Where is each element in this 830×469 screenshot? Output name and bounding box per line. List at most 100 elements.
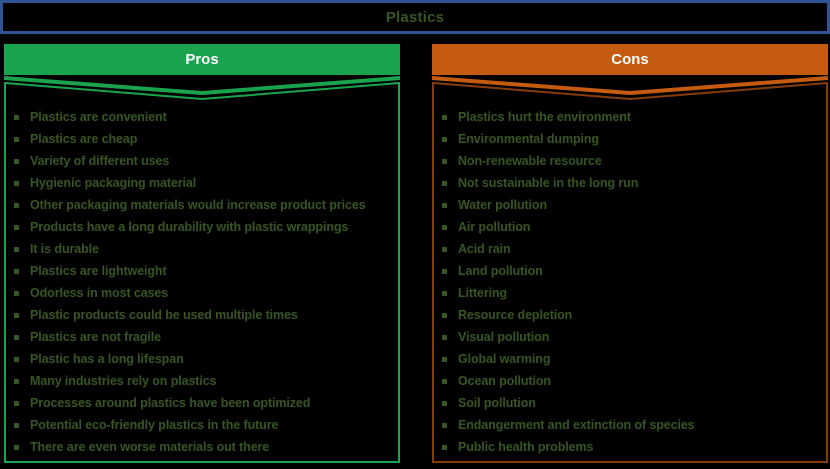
list-item-label: Potential eco-friendly plastics in the f… (30, 418, 279, 432)
list-item-label: Plastic has a long lifespan (30, 352, 184, 366)
list-item: Products have a long durability with pla… (4, 216, 400, 238)
square-bullet-icon (14, 422, 19, 428)
list-item: Odorless in most cases (4, 282, 400, 304)
list-item-label: Soil pollution (458, 396, 536, 410)
list-item-label: Ocean pollution (458, 374, 551, 388)
square-bullet-icon (442, 400, 447, 406)
square-bullet-icon (442, 136, 447, 142)
list-item: Public health problems (432, 436, 828, 458)
list-item: Potential eco-friendly plastics in the f… (4, 414, 400, 436)
square-bullet-icon (14, 246, 19, 252)
list-item-label: Plastics are cheap (30, 132, 138, 146)
list-item-label: Littering (458, 286, 508, 300)
square-bullet-icon (442, 202, 447, 208)
square-bullet-icon (442, 378, 447, 384)
list-item: Soil pollution (432, 392, 828, 414)
square-bullet-icon (14, 400, 19, 406)
list-item: Hygienic packaging material (4, 172, 400, 194)
list-item-label: Non-renewable resource (458, 154, 602, 168)
list-item: Visual pollution (432, 326, 828, 348)
square-bullet-icon (14, 312, 19, 318)
list-item: Variety of different uses (4, 150, 400, 172)
list-item-label: Land pollution (458, 264, 543, 278)
pros-list: Plastics are convenient Plastics are che… (4, 106, 400, 458)
list-item-label: Plastics are convenient (30, 110, 167, 124)
page-title: Plastics (385, 8, 445, 26)
square-bullet-icon (442, 114, 447, 120)
square-bullet-icon (14, 180, 19, 186)
list-item-label: Plastics are not fragile (30, 330, 161, 344)
list-item: Environmental dumping (432, 128, 828, 150)
list-item-label: Plastic products could be used multiple … (30, 308, 298, 322)
list-item-label: There are even worse materials out there (30, 440, 270, 454)
square-bullet-icon (14, 158, 19, 164)
list-item-label: Water pollution (458, 198, 547, 212)
square-bullet-icon (442, 180, 447, 186)
list-item: Ocean pollution (432, 370, 828, 392)
square-bullet-icon (14, 114, 19, 120)
pros-banner-shape (4, 44, 400, 75)
list-item-label: Other packaging materials would increase… (30, 198, 366, 212)
square-bullet-icon (14, 378, 19, 384)
list-item: Non-renewable resource (432, 150, 828, 172)
list-item-label: Air pollution (458, 220, 531, 234)
cons-column: Cons Plastics hurt the environment Envir… (432, 44, 828, 463)
cons-header-label: Cons (611, 51, 649, 68)
list-item-label: Many industries rely on plastics (30, 374, 217, 388)
list-item-label: Acid rain (458, 242, 511, 256)
list-item: Not sustainable in the long run (432, 172, 828, 194)
list-item: Water pollution (432, 194, 828, 216)
list-item: Air pollution (432, 216, 828, 238)
square-bullet-icon (442, 268, 447, 274)
square-bullet-icon (442, 246, 447, 252)
square-bullet-icon (442, 444, 447, 450)
square-bullet-icon (442, 356, 447, 362)
pros-header: Pros (4, 44, 400, 75)
list-item: It is durable (4, 238, 400, 260)
square-bullet-icon (14, 136, 19, 142)
square-bullet-icon (14, 334, 19, 340)
square-bullet-icon (14, 356, 19, 362)
list-item: Endangerment and extinction of species (432, 414, 828, 436)
pros-header-label: Pros (185, 51, 219, 68)
list-item-label: Resource depletion (458, 308, 573, 322)
list-item: Global warming (432, 348, 828, 370)
list-item-label: Endangerment and extinction of species (458, 418, 695, 432)
square-bullet-icon (442, 422, 447, 428)
list-item-label: Products have a long durability with pla… (30, 220, 349, 234)
square-bullet-icon (14, 444, 19, 450)
list-item-label: Plastics are lightweight (30, 264, 167, 278)
cons-list: Plastics hurt the environment Environmen… (432, 106, 828, 458)
list-item-label: Global warming (458, 352, 551, 366)
list-item-label: Not sustainable in the long run (458, 176, 639, 190)
list-item: Acid rain (432, 238, 828, 260)
list-item: Plastics are lightweight (4, 260, 400, 282)
pros-column: Pros Plastics are convenient Plastics ar… (4, 44, 400, 463)
list-item: Littering (432, 282, 828, 304)
cons-chevron-band (432, 76, 828, 95)
list-item: Other packaging materials would increase… (4, 194, 400, 216)
list-item-label: Public health problems (458, 440, 594, 454)
list-item-label: Processes around plastics have been opti… (30, 396, 311, 410)
list-item: Plastics are cheap (4, 128, 400, 150)
square-bullet-icon (14, 202, 19, 208)
square-bullet-icon (442, 158, 447, 164)
list-item-label: Plastics hurt the environment (458, 110, 631, 124)
pros-shapes (4, 44, 400, 463)
list-item: There are even worse materials out there (4, 436, 400, 458)
list-item: Processes around plastics have been opti… (4, 392, 400, 414)
cons-header: Cons (432, 44, 828, 75)
square-bullet-icon (442, 224, 447, 230)
list-item-label: Visual pollution (458, 330, 550, 344)
list-item-label: Environmental dumping (458, 132, 599, 146)
list-item: Many industries rely on plastics (4, 370, 400, 392)
list-item-label: Hygienic packaging material (30, 176, 197, 190)
title-bar: Plastics (0, 0, 830, 34)
list-item: Resource depletion (432, 304, 828, 326)
square-bullet-icon (442, 290, 447, 296)
list-item-label: Odorless in most cases (30, 286, 169, 300)
square-bullet-icon (14, 268, 19, 274)
pros-list-box (4, 81, 400, 463)
list-item: Plastic products could be used multiple … (4, 304, 400, 326)
square-bullet-icon (442, 312, 447, 318)
